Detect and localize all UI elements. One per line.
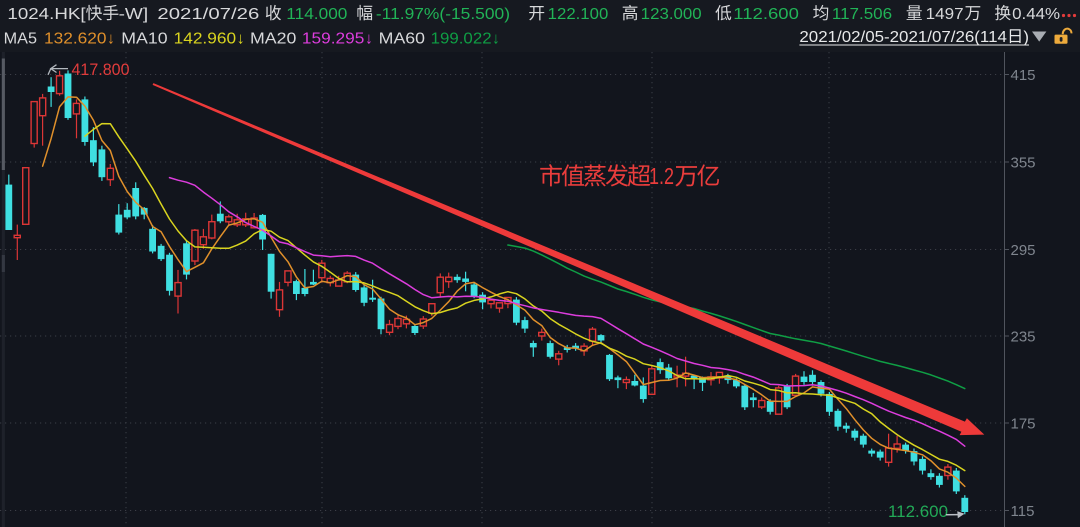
- svg-text:1024.HK[: 1024.HK[: [7, 6, 86, 23]
- svg-text:415: 415: [1011, 67, 1036, 84]
- svg-text:132.620: 132.620: [44, 31, 107, 48]
- svg-text:0.44%: 0.44%: [1012, 6, 1060, 23]
- svg-text:1.2: 1.2: [649, 163, 674, 189]
- svg-text:175: 175: [1011, 415, 1036, 432]
- svg-text:): ): [1023, 29, 1029, 46]
- svg-text:112.600: 112.600: [733, 6, 799, 23]
- svg-text:199.022: 199.022: [431, 31, 492, 48]
- svg-text:-11.97%(-15.500): -11.97%(-15.500): [376, 6, 510, 23]
- svg-text:MA10: MA10: [121, 31, 167, 48]
- svg-text:114.000: 114.000: [286, 6, 347, 23]
- svg-text:↓: ↓: [237, 31, 245, 48]
- svg-text:2021/07/26: 2021/07/26: [157, 6, 259, 23]
- svg-text:159.295: 159.295: [302, 31, 365, 48]
- svg-text:↓: ↓: [107, 31, 115, 48]
- svg-text:123.000: 123.000: [641, 6, 702, 23]
- svg-text:112.600: 112.600: [888, 502, 948, 521]
- svg-text:355: 355: [1011, 154, 1036, 171]
- svg-text:117.506: 117.506: [832, 6, 892, 23]
- svg-text:↓: ↓: [365, 31, 373, 48]
- svg-text:MA5: MA5: [4, 31, 37, 48]
- svg-text:235: 235: [1011, 328, 1036, 345]
- svg-text:122.100: 122.100: [548, 6, 609, 23]
- svg-text:142.960: 142.960: [174, 31, 237, 48]
- svg-text:2021/02/05-2021/07/26(114: 2021/02/05-2021/07/26(114: [799, 29, 1007, 46]
- svg-text:417.800: 417.800: [72, 61, 130, 79]
- svg-text:-W]: -W]: [119, 6, 149, 23]
- svg-text:MA20: MA20: [250, 31, 296, 48]
- svg-text:115: 115: [1011, 503, 1035, 520]
- svg-text:295: 295: [1011, 242, 1036, 259]
- svg-text:MA60: MA60: [379, 31, 425, 48]
- svg-text:1497: 1497: [926, 6, 964, 23]
- svg-text:↓: ↓: [492, 31, 500, 48]
